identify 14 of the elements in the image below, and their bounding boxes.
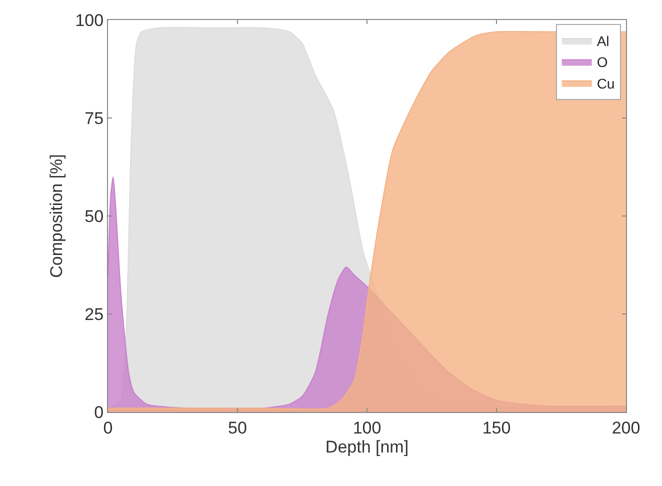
x-tick-label: 100: [352, 418, 382, 438]
y-tick-label: 100: [75, 10, 104, 30]
y-tick-label: 75: [84, 108, 104, 128]
legend-label: Al: [596, 32, 610, 49]
x-axis-title: Depth [nm]: [325, 437, 409, 456]
y-tick-label: 25: [84, 304, 104, 324]
x-tick-label: 150: [482, 418, 511, 438]
y-tick-label: 50: [84, 206, 104, 226]
x-tick-label: 200: [612, 418, 640, 438]
y-axis-title: Composition [%]: [46, 154, 66, 278]
legend-label: Cu: [596, 75, 615, 92]
y-tick-label: 0: [94, 402, 104, 422]
x-tick-label: 50: [228, 418, 247, 438]
legend-label: O: [596, 54, 608, 70]
